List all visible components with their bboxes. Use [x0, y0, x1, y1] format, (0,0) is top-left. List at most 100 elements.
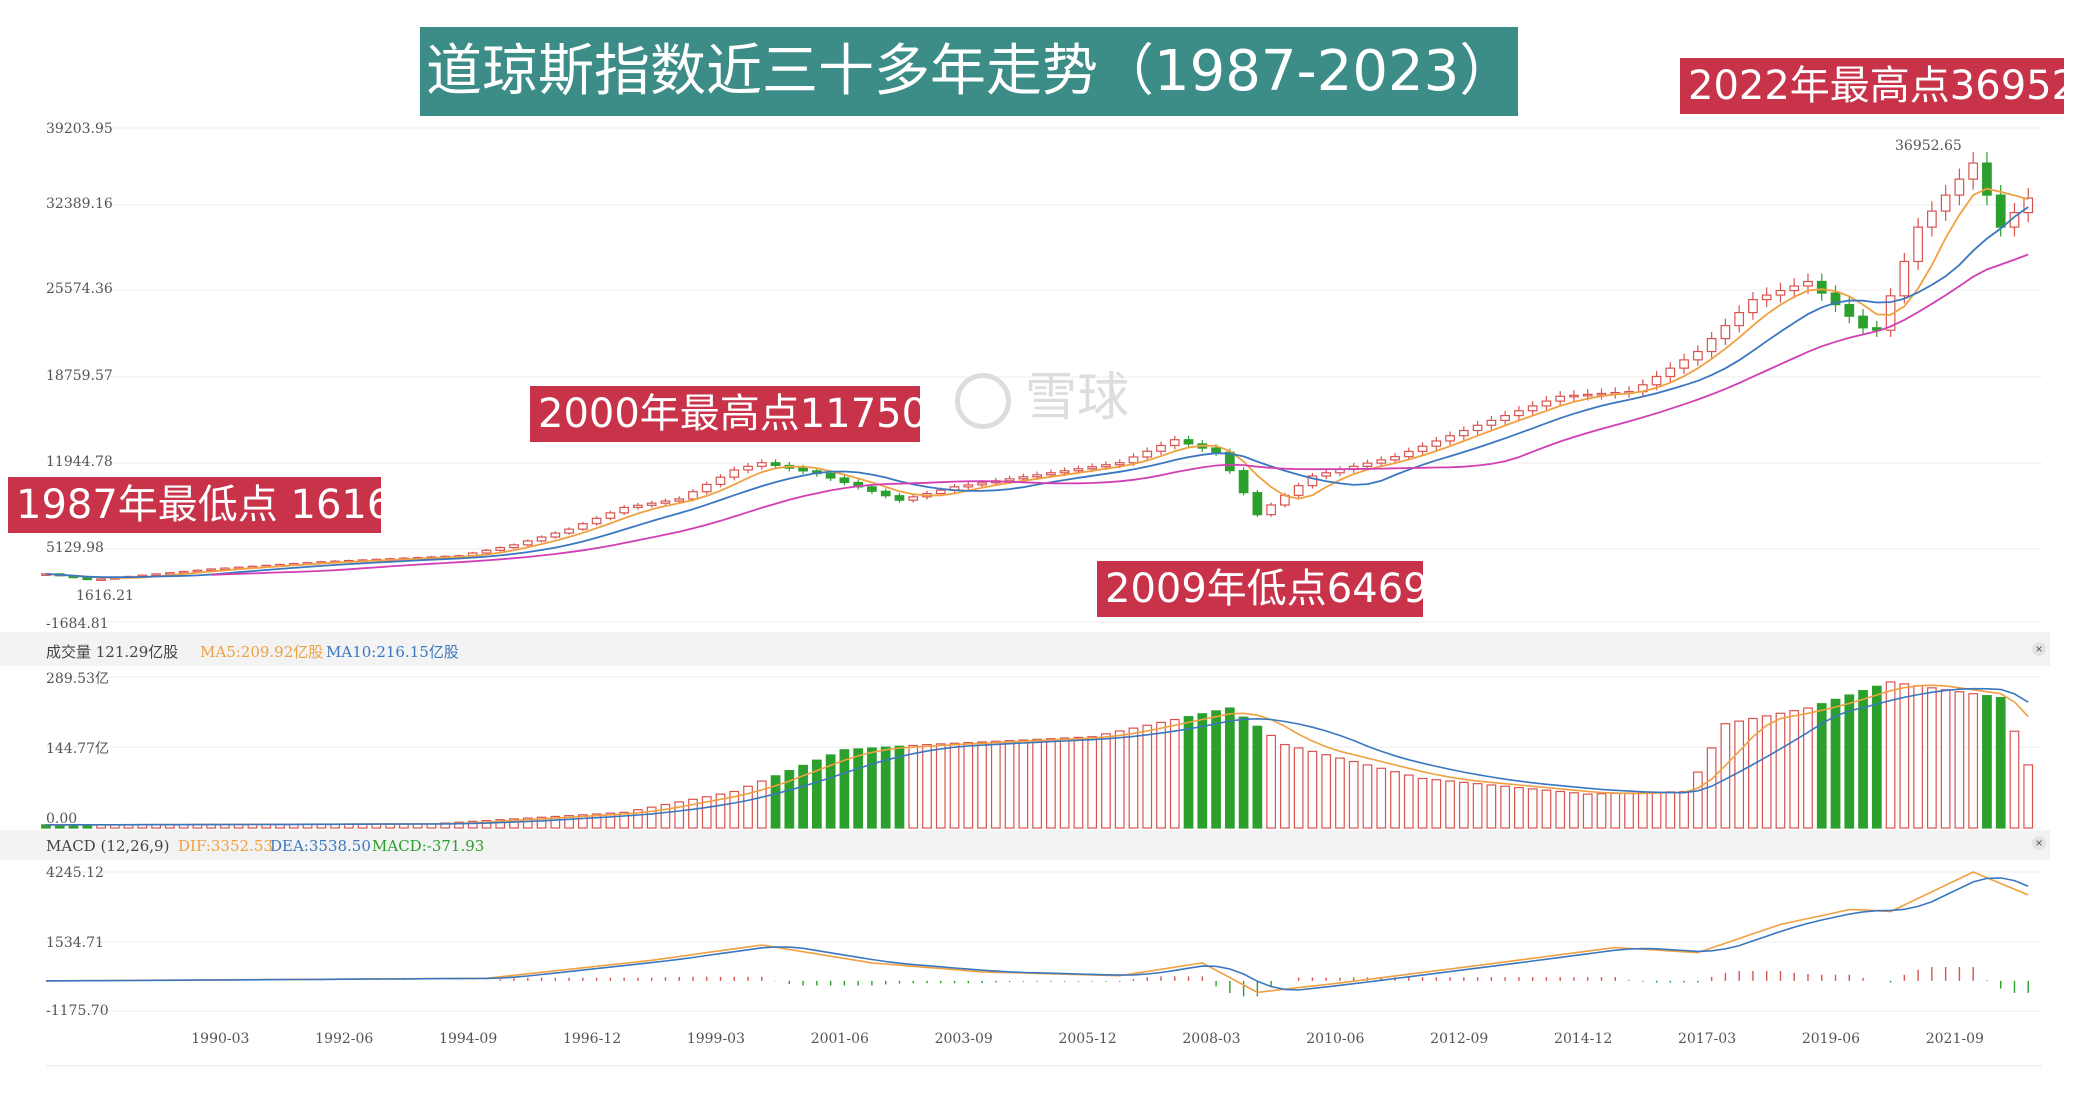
volume-bar: [812, 759, 822, 829]
volume-bar: [1211, 710, 1221, 829]
volume-bar: [1431, 779, 1442, 829]
price-candle: [591, 516, 602, 526]
volume-bar: [990, 740, 1001, 829]
price-candle: [1376, 456, 1387, 467]
callout-high-2000: 2000年最高点11750点: [530, 386, 967, 442]
price-candle: [1596, 388, 1607, 400]
volume-bar: [1885, 681, 1896, 829]
price-candle: [1183, 435, 1194, 448]
price-candle: [1610, 387, 1621, 399]
price-candle: [522, 539, 533, 547]
x-tick-label: 2003-09: [935, 1031, 993, 1047]
volume-bar: [1169, 718, 1180, 829]
volume-bar: [1858, 690, 1868, 829]
volume-bar: [1004, 740, 1015, 829]
callout-low-1987: 1987年最低点 1616点: [8, 477, 432, 533]
volume-bar: [619, 811, 630, 829]
price-candle: [1665, 362, 1676, 383]
volume-bar: [1348, 760, 1359, 829]
price-candle: [729, 466, 740, 481]
price-candle: [1858, 309, 1868, 335]
volume-bar: [963, 741, 974, 829]
volume-bar: [1197, 713, 1208, 829]
price-candle: [715, 474, 726, 488]
volume-bar: [1651, 791, 1662, 829]
grid-lines: [0, 127, 2050, 1067]
price-candle: [756, 459, 767, 470]
price-candle: [894, 493, 905, 503]
volume-y-tick: 0.00: [46, 811, 77, 827]
volume-bar: [1059, 737, 1070, 829]
price-candle: [1514, 405, 1524, 421]
volume-bar: [853, 748, 864, 829]
volume-panel-close-icon[interactable]: ×: [2032, 642, 2046, 656]
price-candle: [1541, 396, 1552, 411]
volume-bar: [454, 821, 464, 829]
price-candle: [1899, 252, 1910, 304]
price-candle: [1748, 292, 1758, 320]
volume-bar: [1500, 785, 1511, 829]
volume-ma10-line: [46, 687, 2029, 826]
volume-bar: [1458, 781, 1469, 829]
x-tick-label: 2017-03: [1678, 1031, 1736, 1047]
price-candle: [206, 568, 217, 572]
price-candle: [853, 479, 864, 490]
price-candle: [1458, 426, 1469, 440]
volume-bar: [977, 741, 987, 829]
volume-bar: [1830, 698, 1841, 829]
volume-bar: [1968, 693, 1979, 829]
volume-bar: [1335, 757, 1345, 829]
volume-bar: [1032, 738, 1042, 829]
volume-bar: [729, 790, 740, 829]
x-tick-label: 1994-09: [439, 1031, 497, 1047]
volume-panel: [41, 681, 2034, 829]
price-candle: [1527, 401, 1538, 416]
snowball-logo-icon: [955, 373, 1011, 429]
price-candle: [1569, 390, 1579, 402]
price-candle: [1169, 435, 1180, 450]
volume-bar: [467, 820, 478, 829]
volume-bar: [1541, 789, 1552, 829]
volume-bar: [2023, 764, 2034, 829]
price-candle: [1238, 467, 1249, 496]
x-tick-label: 2001-06: [811, 1031, 869, 1047]
macd-panel-header: [0, 830, 2050, 860]
volume-bar: [1954, 691, 1965, 829]
price-candle: [1142, 447, 1153, 461]
price-candle: [1472, 420, 1483, 435]
volume-bar: [770, 775, 781, 829]
price-candle: [660, 498, 671, 506]
price-y-tick: 25574.36: [46, 281, 113, 297]
price-candle: [1266, 502, 1276, 517]
axes: 39203.95 32389.16 25574.36 18759.57 1194…: [46, 121, 1984, 1047]
price-ma20-line: [211, 253, 2029, 576]
volume-bar: [1940, 689, 1951, 829]
volume-bar: [633, 809, 643, 829]
price-candle: [880, 488, 891, 499]
volume-bar: [1486, 784, 1497, 829]
volume-bar: [839, 749, 850, 829]
price-candle: [949, 484, 960, 493]
price-candle: [509, 543, 519, 549]
volume-bar: [701, 796, 712, 829]
macd-legend: MACD (12,26,9): [46, 837, 169, 855]
price-candle: [839, 474, 850, 486]
x-tick-label: 1990-03: [191, 1031, 249, 1047]
price-candle: [1761, 287, 1772, 308]
watermark: 雪球: [955, 355, 1129, 430]
volume-bar: [1417, 777, 1428, 829]
price-min-label: 1616.21: [76, 588, 134, 604]
volume-bar: [1803, 707, 1813, 829]
volume-bar: [577, 814, 588, 829]
volume-bar: [1982, 695, 1992, 829]
volume-bar: [894, 745, 905, 829]
volume-bar: [1748, 717, 1758, 829]
price-y-tick: 39203.95: [46, 121, 113, 137]
price-panel: [41, 152, 2034, 582]
volume-bar: [1280, 743, 1290, 829]
volume-bar: [1307, 750, 1318, 829]
macd-panel-close-icon[interactable]: ×: [2032, 836, 2046, 850]
volume-bar: [743, 785, 753, 829]
callout-high-2022: 2022年最高点36952点: [1680, 58, 2098, 114]
price-candle: [1968, 152, 1979, 190]
